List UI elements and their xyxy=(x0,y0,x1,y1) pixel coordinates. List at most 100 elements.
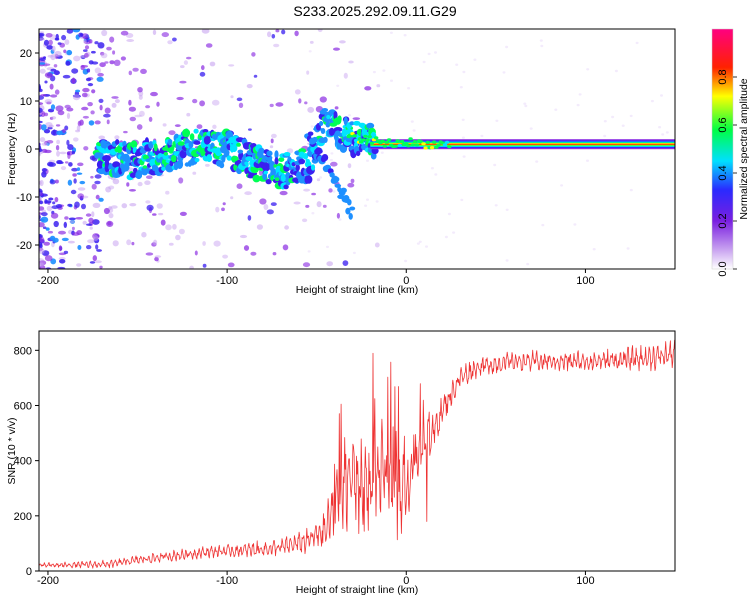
heatmap-noise-blob xyxy=(96,76,104,82)
heatmap-noise-blob xyxy=(98,98,104,103)
heatmap-noise-blob xyxy=(61,237,69,242)
snr-y-tick-label: 200 xyxy=(14,511,32,523)
heatmap-noise-blob xyxy=(50,94,58,98)
heatmap-noise-blob xyxy=(178,177,184,184)
heatmap-noise-blob xyxy=(366,159,369,162)
heatmap-noise-blob xyxy=(98,197,104,202)
heatmap-branch-blob xyxy=(347,199,352,206)
heatmap-ridge-peak xyxy=(305,159,310,163)
heatmap-noise-blob xyxy=(192,98,198,104)
heatmap-ridge-blob xyxy=(349,121,355,126)
heatmap-ridge-blob xyxy=(153,143,158,152)
heatmap-noise-blob xyxy=(347,163,352,169)
heatmap-noise-blob xyxy=(201,29,210,34)
heatmap-noise-blob xyxy=(271,34,276,39)
heatmap-noise-blob xyxy=(635,41,639,45)
heatmap-noise-blob xyxy=(535,160,539,163)
heatmap-ridge-blob xyxy=(356,150,361,157)
heatmap-noise-blob xyxy=(336,212,340,219)
heatmap-noise-blob xyxy=(111,102,117,108)
heatmap-noise-blob xyxy=(49,179,56,185)
heatmap-noise-blob xyxy=(76,125,81,131)
heatmap-noise-blob xyxy=(39,200,43,205)
heatmap-ridge-blob xyxy=(231,155,239,163)
heatmap-noise-blob xyxy=(212,124,217,129)
heatmap-noise-blob xyxy=(128,99,132,106)
heatmap-noise-blob xyxy=(62,128,66,134)
heatmap-noise-blob xyxy=(178,228,185,235)
heatmap-noise-blob xyxy=(502,71,506,74)
heatmap-noise-blob xyxy=(66,29,74,34)
heatmap-noise-blob xyxy=(137,181,143,187)
heatmap-noise-blob xyxy=(407,87,411,90)
heatmap-noise-blob xyxy=(82,115,89,119)
heatmap-noise-blob xyxy=(319,96,327,103)
heatmap-noise-blob xyxy=(91,211,95,218)
heatmap-noise-blob xyxy=(156,203,163,209)
heatmap-noise-blob xyxy=(307,106,315,113)
snr-x-label: Height of straight line (km) xyxy=(296,584,419,596)
heatmap-noise-blob xyxy=(87,239,95,244)
heatmap-noise-blob xyxy=(39,248,45,255)
heatmap-noise-blob xyxy=(154,256,159,262)
heatmap-ridge-blob xyxy=(168,146,174,154)
heatmap-noise-blob xyxy=(168,242,174,246)
heatmap-noise-blob xyxy=(39,68,46,74)
heatmap-noise-blob xyxy=(404,259,408,263)
heatmap-noise-blob xyxy=(348,114,351,117)
heatmap-noise-blob xyxy=(73,137,79,142)
heatmap-transition-blob xyxy=(410,143,415,147)
heatmap-noise-blob xyxy=(58,257,66,260)
heatmap-noise-blob xyxy=(165,224,172,231)
heatmap-noise-blob xyxy=(64,39,70,45)
heatmap-noise-blob xyxy=(186,56,192,60)
heatmap-stable-band xyxy=(370,143,675,145)
heatmap-noise-blob xyxy=(270,138,274,144)
heatmap-ridge-blob xyxy=(178,157,183,167)
heatmap-noise-blob xyxy=(305,204,310,208)
heatmap-noise-blob xyxy=(106,119,110,125)
heatmap-noise-blob xyxy=(126,182,130,187)
heatmap-noise-blob xyxy=(70,189,77,195)
heatmap-noise-blob xyxy=(105,186,112,193)
heatmap-noise-blob xyxy=(275,29,280,33)
heatmap-noise-blob xyxy=(334,106,339,110)
heatmap-noise-blob xyxy=(45,227,50,231)
snr-y-tick-label: 0 xyxy=(26,566,32,578)
heatmap-noise-blob xyxy=(236,183,243,189)
heatmap-noise-blob xyxy=(380,151,384,154)
heatmap-noise-blob xyxy=(239,234,248,239)
heatmap-noise-blob xyxy=(576,103,580,107)
heatmap-noise-blob xyxy=(227,262,235,268)
heatmap-ridge-blob xyxy=(370,152,377,160)
heatmap-transition-blob xyxy=(397,143,402,148)
heatmap-transition-blob xyxy=(374,136,379,140)
heatmap-noise-blob xyxy=(128,70,132,76)
heatmap-noise-blob xyxy=(137,87,143,93)
heatmap-branch-blob xyxy=(349,206,356,211)
heatmap-ridge-peak xyxy=(274,177,280,181)
heatmap-noise-blob xyxy=(82,87,90,93)
heatmap-noise-blob xyxy=(73,178,77,184)
heatmap-noise-blob xyxy=(152,29,157,35)
heatmap-noise-blob xyxy=(54,50,62,57)
heatmap-noise-blob xyxy=(146,204,154,211)
heatmap-noise-blob xyxy=(230,95,234,99)
heatmap-noise-blob xyxy=(83,146,89,151)
heatmap-noise-blob xyxy=(100,51,105,56)
heatmap-y-tick-label: 20 xyxy=(20,48,32,60)
heatmap-noise-blob xyxy=(180,65,185,69)
heatmap-noise-blob xyxy=(55,145,60,151)
heatmap-noise-blob xyxy=(97,72,104,77)
heatmap-noise-blob xyxy=(253,74,258,78)
heatmap-noise-blob xyxy=(85,77,92,82)
heatmap-noise-blob xyxy=(144,180,151,185)
heatmap-ridge-blob xyxy=(266,150,273,157)
snr-y-tick-label: 800 xyxy=(14,345,32,357)
heatmap-noise-blob xyxy=(174,124,181,127)
heatmap-noise-blob xyxy=(541,223,545,227)
heatmap-branch-blob xyxy=(348,213,353,220)
heatmap-noise-blob xyxy=(91,50,96,54)
heatmap-noise-blob xyxy=(42,226,47,229)
